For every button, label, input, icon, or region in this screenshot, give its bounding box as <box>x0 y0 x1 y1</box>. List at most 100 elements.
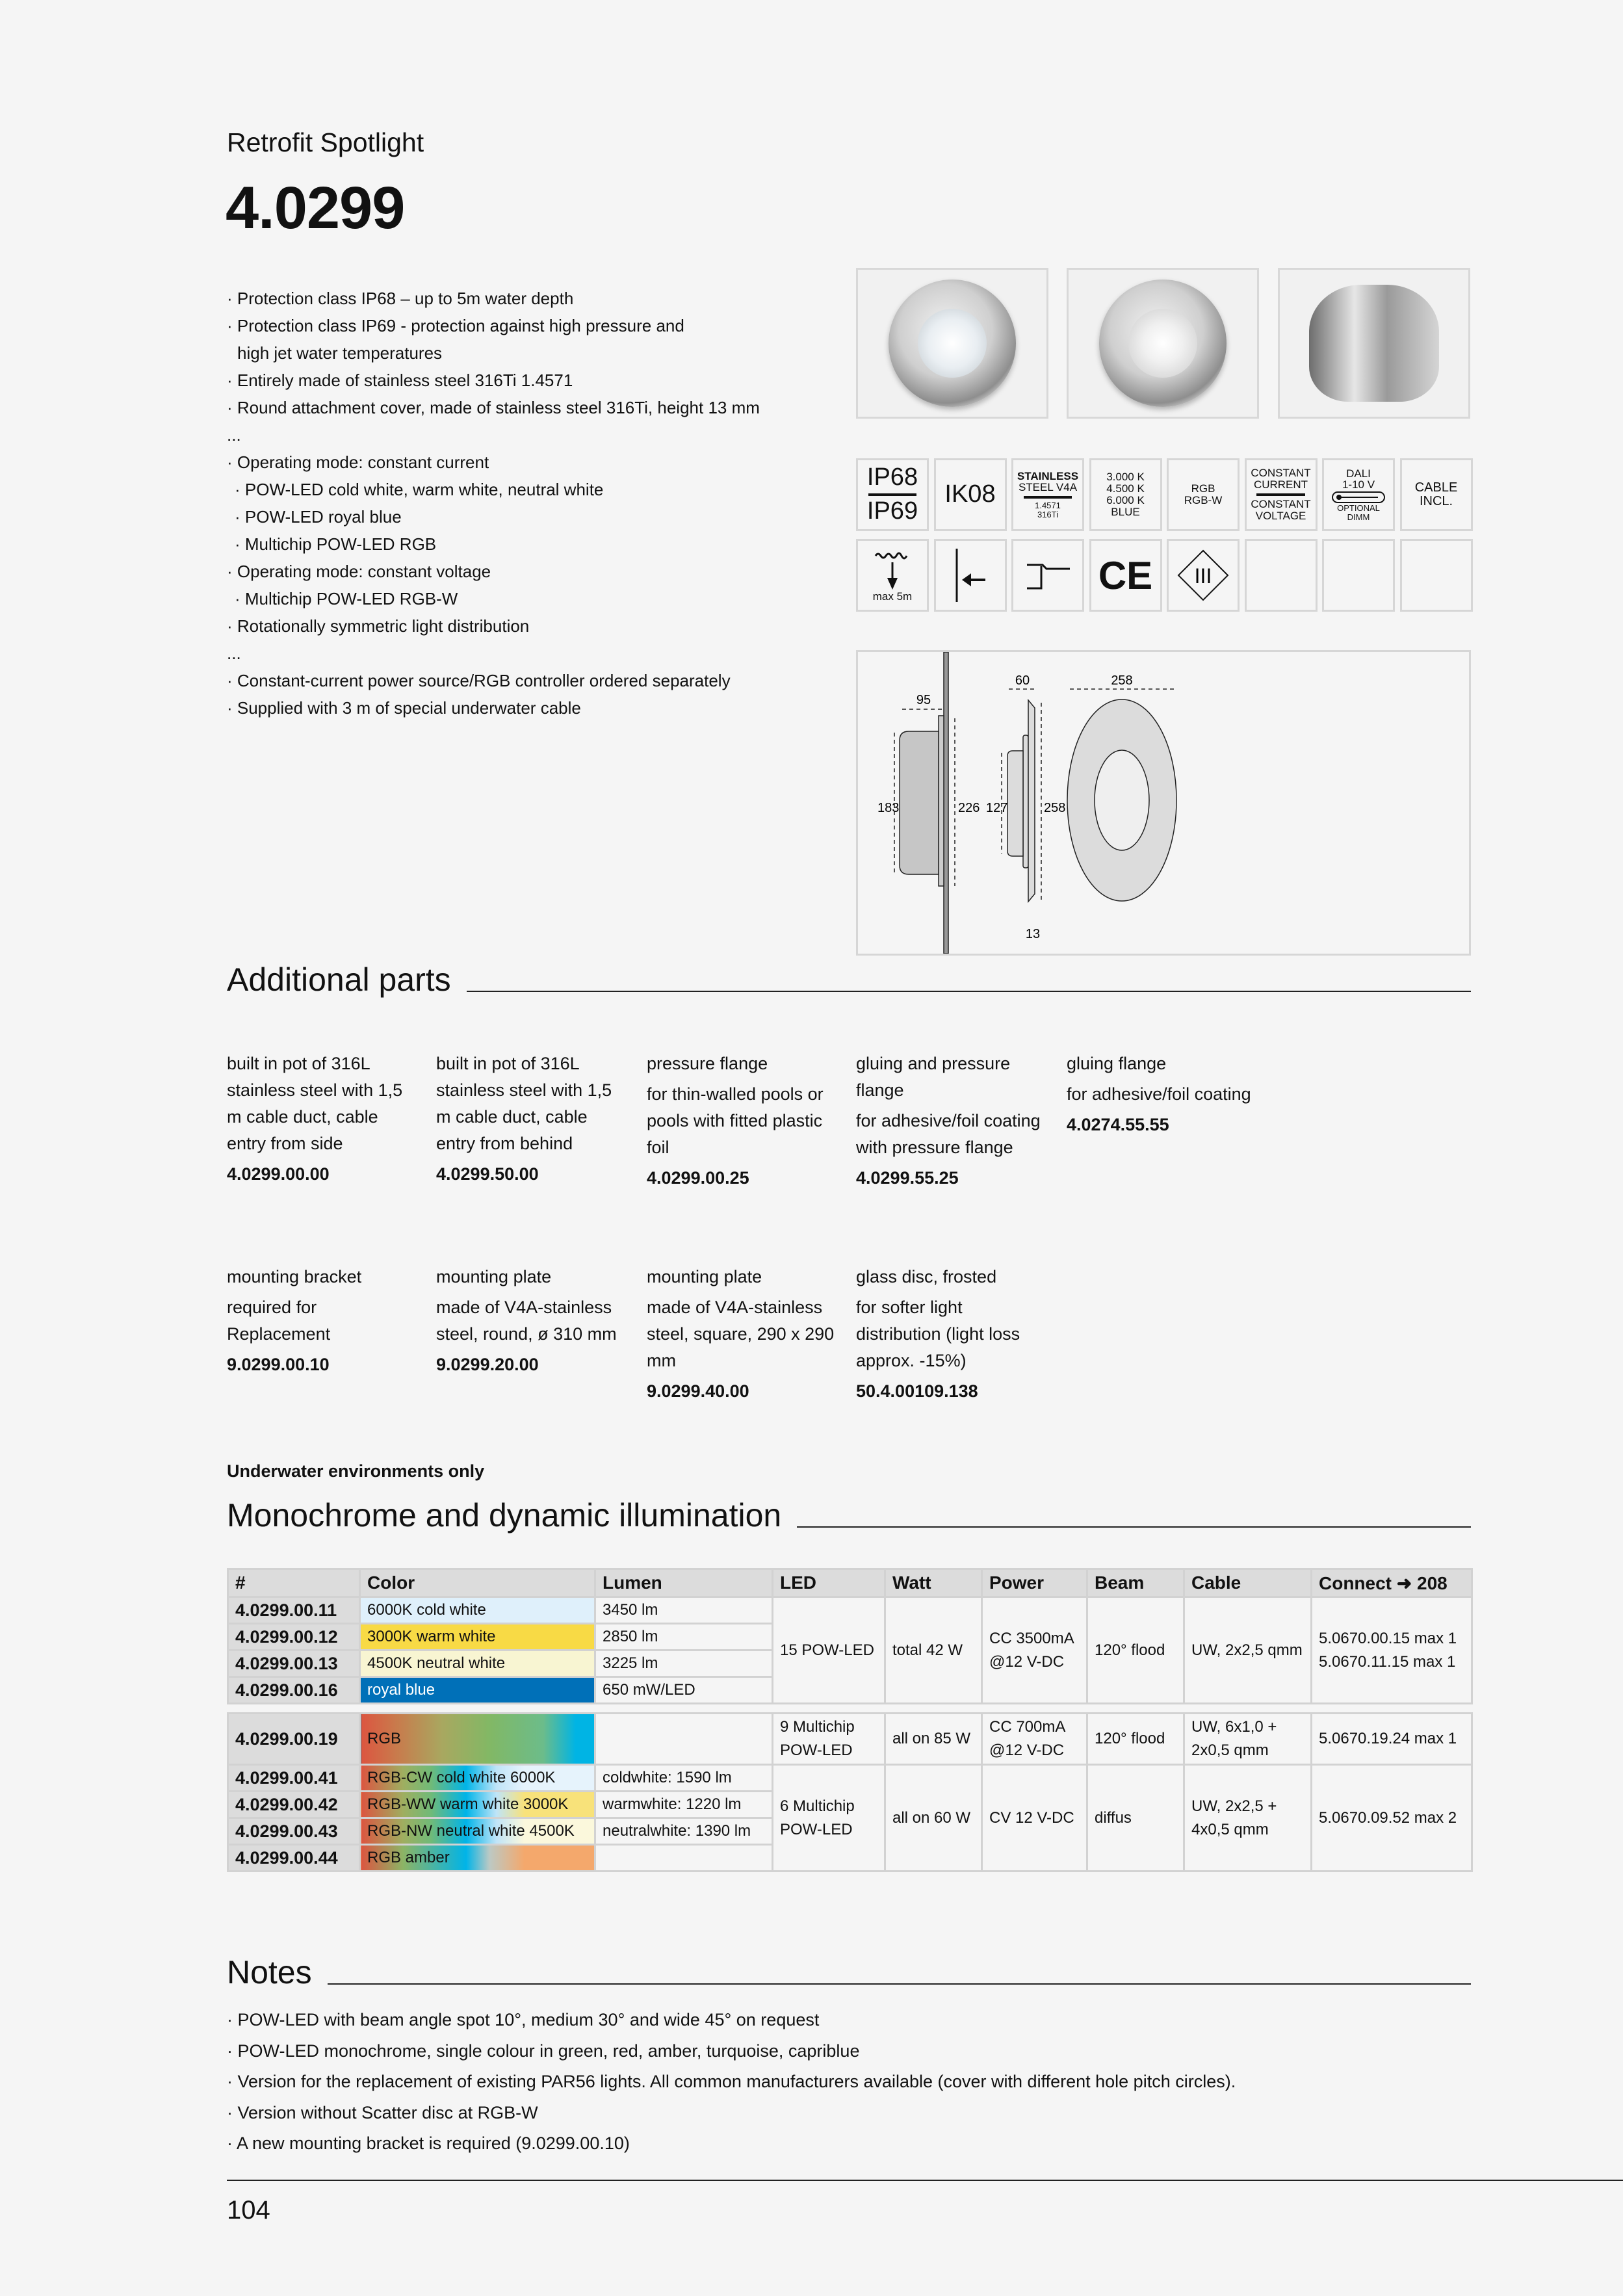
part-code: 9.0299.40.00 <box>647 1381 749 1401</box>
connect-1: 5.0670.00.15 max 1 <box>1319 1629 1457 1647</box>
part-code: 9.0299.00.10 <box>227 1355 330 1374</box>
additional-part: built in pot of 316L stainless steel wit… <box>436 1050 631 1188</box>
table-row: 4.0299.00.13 4500K neutral white 3225 lm <box>227 1649 1472 1678</box>
additional-parts-heading: Additional parts <box>227 961 1471 998</box>
additional-part: mounting bracket required for Replacement… <box>227 1264 422 1378</box>
table-header-row: # Color Lumen LED Watt Power Beam Cable … <box>227 1568 1473 1598</box>
col-power: Power <box>981 1568 1088 1598</box>
feature-list: · Protection class IP68 – up to 5m water… <box>227 285 844 722</box>
watt-cell: all on 60 W <box>884 1764 983 1872</box>
color-cell: 6000K cold white <box>359 1596 596 1624</box>
product-photo-rgb <box>1067 268 1259 419</box>
cable-included-icon: CABLE INCL. <box>1399 458 1473 531</box>
part-code: 9.0299.20.00 <box>436 1355 539 1374</box>
table-row: 4.0299.00.41 RGB-CW cold white 6000K coldw… <box>227 1764 1473 1872</box>
kelvin-4: BLUE <box>1111 505 1140 518</box>
dimension-drawing: 95 183 226 60 127 258 13 258 <box>856 650 1471 956</box>
part-code: 4.0299.00.25 <box>647 1168 749 1188</box>
color-cell: RGB <box>359 1712 596 1766</box>
dim-cover-thickness: 13 <box>1026 927 1040 941</box>
wave-arrow-icon <box>874 552 908 590</box>
color-cell: royal blue <box>359 1676 596 1704</box>
power-cell: CC 3500mA @12 V-DC <box>981 1596 1088 1704</box>
table-row: 4.0299.00.42 RGB-WW warm white 3000K warmw… <box>227 1790 1472 1819</box>
dim-flange-height: 226 <box>958 801 980 815</box>
part-name: built in pot of 316L stainless steel wit… <box>436 1054 612 1153</box>
ik-rating-icon: IK08 <box>933 458 1007 531</box>
led-cell: 15 POW-LED <box>772 1596 886 1704</box>
additional-part: gluing and pressure flange for adhesive/f… <box>856 1050 1051 1192</box>
feature-item: · POW-LED royal blue <box>235 507 402 527</box>
feature-item: · Constant-current power source/RGB cont… <box>227 671 731 690</box>
col-color: Color <box>359 1568 596 1598</box>
part-name: gluing flange <box>1067 1054 1167 1073</box>
dim-pot-depth: 95 <box>916 693 931 707</box>
part-name: built in pot of 316L stainless steel wit… <box>227 1054 403 1153</box>
part-name: mounting bracket <box>227 1267 362 1286</box>
additional-part: built in pot of 316L stainless steel wit… <box>227 1050 422 1188</box>
lumen-cell <box>594 1844 773 1872</box>
notes-heading: Notes <box>227 1953 1471 1991</box>
dim-spot-depth: 60 <box>1015 673 1030 688</box>
note-item: · POW-LED monochrome, single colour in g… <box>227 2041 860 2061</box>
additional-part: gluing flange for adhesive/foil coating 4.… <box>1067 1050 1262 1138</box>
feature-item: · POW-LED cold white, warm white, neutra… <box>235 480 604 499</box>
feature-item: · Supplied with 3 m of special underwate… <box>227 698 581 718</box>
empty-icon-slot <box>1244 539 1318 612</box>
certification-icons: IP68 IP69 IK08 STAINLESS STEEL V4A 1.4571 31… <box>856 458 1473 612</box>
feature-item: · Operating mode: constant voltage <box>227 562 491 581</box>
lumen-cell <box>594 1712 773 1766</box>
table-row: 4.0299.00.16 royal blue 650 mW/LED <box>227 1676 1472 1704</box>
mode-l3: CONSTANT <box>1251 498 1311 510</box>
connect-cell: 5.0670.19.24 max 1 <box>1310 1712 1473 1766</box>
col-led: LED <box>772 1568 886 1598</box>
protection-class-iii-icon: III <box>1167 539 1240 612</box>
col-cable: Cable <box>1183 1568 1312 1598</box>
part-description: for thin-walled pools or pools with fitt… <box>647 1084 824 1157</box>
steel-l1: STAINLESS <box>1017 469 1079 482</box>
product-subtitle: Retrofit Spotlight <box>227 127 424 157</box>
item-code: 4.0299.00.44 <box>227 1844 361 1872</box>
kelvin-3: 6.000 K <box>1106 494 1145 506</box>
color-cell: RGB-CW cold white 6000K <box>359 1764 596 1792</box>
beam-cell: 120° flood <box>1086 1596 1185 1704</box>
lumen-cell: 3225 lm <box>594 1649 773 1678</box>
item-code: 4.0299.00.16 <box>227 1676 361 1704</box>
connect-2: 5.0670.11.15 max 1 <box>1319 1652 1456 1671</box>
color-temperature-icon: 3.000 K 4.500 K 6.000 K BLUE <box>1089 458 1162 531</box>
product-number-title: 4.0299 <box>226 175 405 241</box>
part-code: 4.0299.55.25 <box>856 1168 959 1188</box>
part-code: 4.0299.00.00 <box>227 1164 330 1184</box>
col-watt: Watt <box>884 1568 983 1598</box>
wall-mount-icon <box>933 539 1007 612</box>
feature-item: · Multichip POW-LED RGB <box>235 534 437 554</box>
feature-item: · Operating mode: constant current <box>227 452 489 472</box>
feature-item: · Round attachment cover, made of stainl… <box>227 398 760 417</box>
note-item: · Version for the replacement of existin… <box>227 2072 1236 2091</box>
page-number: 104 <box>227 2196 270 2224</box>
ip69-label: IP69 <box>866 497 918 525</box>
dim-pot-height: 183 <box>877 801 899 815</box>
color-cell: 3000K warm white <box>359 1623 596 1651</box>
part-name: gluing and pressure flange <box>856 1054 1011 1100</box>
power-cell: CC 700mA @12 V-DC <box>981 1712 1088 1766</box>
cable-l1: CABLE <box>1414 480 1458 495</box>
kelvin-2: 4.500 K <box>1106 482 1145 495</box>
item-code: 4.0299.00.43 <box>227 1817 361 1846</box>
dali-l4: DIMM <box>1347 512 1370 522</box>
ce-mark-icon: CE <box>1089 539 1162 612</box>
led-cell: 6 Multichip POW-LED <box>772 1764 886 1872</box>
feature-item: ... <box>227 644 241 663</box>
part-description: made of V4A-stainless steel, round, ø 31… <box>436 1298 617 1344</box>
feature-item: · Protection class IP69 - protection aga… <box>227 316 684 335</box>
col-connect: Connect ➜ 208 <box>1310 1568 1473 1598</box>
cable-cell: UW, 6x1,0 + 2x0,5 qmm <box>1183 1712 1312 1766</box>
mode-l1: CONSTANT <box>1251 467 1311 480</box>
lumen-cell: neutralwhite: 1390 lm <box>594 1817 773 1846</box>
additional-parts-title: Additional parts <box>227 961 451 998</box>
steel-l2: STEEL V4A <box>1018 481 1078 494</box>
steel-l3: 1.4571 <box>1035 501 1061 511</box>
illumination-table: # Color Lumen LED Watt Power Beam Cable … <box>227 1568 1473 1872</box>
part-description: for adhesive/foil coating <box>1067 1084 1251 1104</box>
notes-title: Notes <box>227 1954 312 1990</box>
